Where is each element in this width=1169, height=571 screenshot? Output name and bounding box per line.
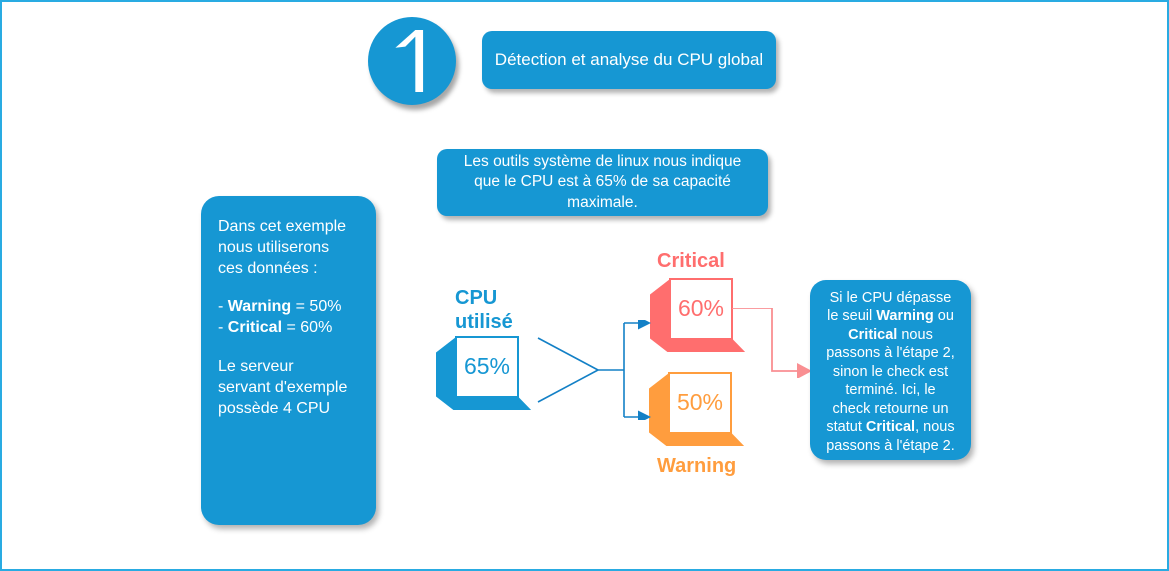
svg-text:65%: 65% — [464, 353, 510, 379]
svg-text:50%: 50% — [677, 389, 723, 415]
svg-text:60%: 60% — [678, 295, 724, 321]
